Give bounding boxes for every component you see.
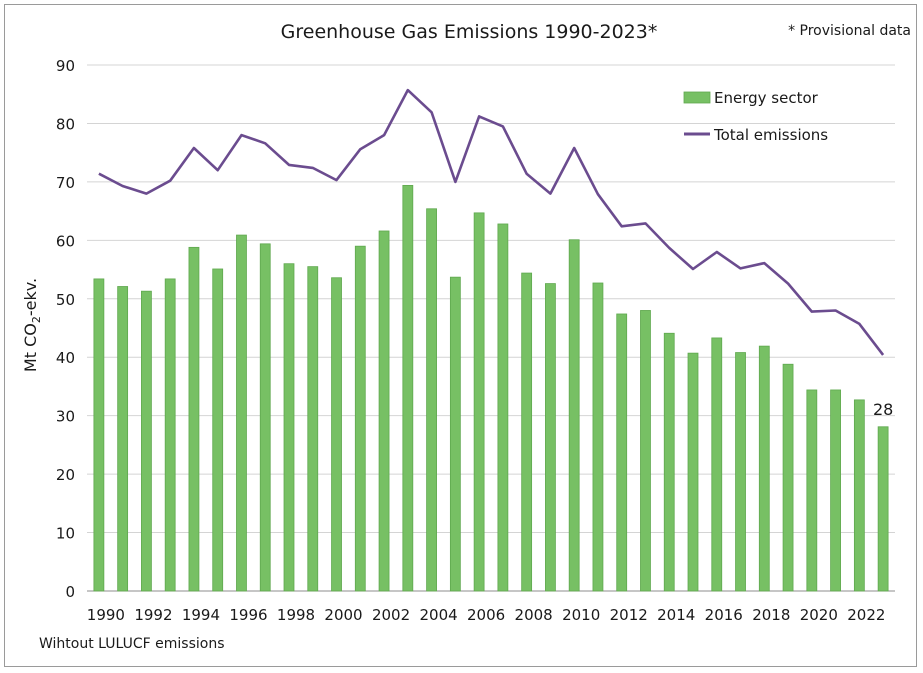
- energy-bar: [378, 230, 390, 592]
- x-tick-label: 2012: [610, 606, 648, 624]
- energy-bar: [331, 277, 342, 592]
- y-axis-label-sub: 2: [30, 316, 43, 323]
- x-tick-label: 2022: [847, 606, 885, 624]
- legend-label-energy: Energy sector: [714, 89, 819, 107]
- legend-label-total: Total emissions: [713, 126, 828, 144]
- energy-bar: [354, 245, 366, 592]
- emissions-chart: 0 10 20 30 40 50 60 70 80 90 1990 1992 1994 1996 1998 2…: [21, 21, 911, 652]
- y-axis-label-tail: -ekv.: [21, 278, 40, 316]
- energy-bar: [402, 184, 414, 592]
- provisional-note: * Provisional data: [788, 23, 911, 39]
- y-tick-label: 80: [56, 115, 75, 133]
- energy-bar: [592, 282, 604, 592]
- energy-bar: [711, 337, 723, 592]
- energy-bar: [93, 278, 105, 592]
- energy-bar: [568, 239, 580, 592]
- energy-bar: [806, 389, 818, 592]
- x-tick-label: 2002: [372, 606, 410, 624]
- total-line-group: [98, 88, 885, 356]
- x-tick-label: 2008: [515, 606, 553, 624]
- y-tick-label: 60: [56, 232, 75, 250]
- energy-bar: [117, 286, 129, 592]
- energy-bar: [830, 389, 841, 592]
- energy-bar: [307, 266, 319, 592]
- x-tick-label: 1992: [134, 606, 172, 624]
- y-tick-label: 50: [56, 291, 75, 309]
- x-tick-label: 2018: [752, 606, 790, 624]
- x-tick-label: 1996: [229, 606, 267, 624]
- energy-bars: [93, 184, 889, 592]
- energy-bar: [853, 399, 865, 592]
- energy-bar: [259, 243, 271, 592]
- footnote: Wihtout LULUCF emissions: [39, 636, 225, 652]
- energy-bar: [782, 363, 794, 592]
- x-tick-label: 1994: [182, 606, 220, 624]
- x-tick-label: 1998: [277, 606, 315, 624]
- y-tick-label: 20: [56, 466, 75, 484]
- x-tick-label: 2014: [657, 606, 695, 624]
- energy-bar: [687, 352, 699, 592]
- y-axis-label: Mt CO2-ekv.: [21, 278, 43, 372]
- energy-bar: [164, 278, 176, 592]
- chart-title: Greenhouse Gas Emissions 1990-2023*: [281, 21, 658, 43]
- energy-bar: [735, 352, 746, 592]
- y-tick-label: 40: [56, 349, 75, 367]
- energy-bar: [640, 310, 651, 592]
- x-tick-label: 2000: [324, 606, 362, 624]
- energy-bar: [616, 313, 628, 592]
- energy-bar: [758, 345, 770, 592]
- energy-bar: [663, 332, 675, 592]
- energy-bar: [877, 426, 889, 592]
- legend-swatch-energy: [683, 91, 711, 104]
- y-tick-label: 30: [56, 408, 75, 426]
- legend: Energy sector Total emissions: [683, 89, 828, 144]
- energy-bar: [212, 268, 224, 592]
- x-tick-label: 2016: [705, 606, 743, 624]
- y-tick-label: 70: [56, 174, 75, 192]
- energy-bar: [521, 272, 533, 592]
- y-tick-label: 0: [65, 583, 75, 601]
- data-label-2023: 28: [873, 400, 893, 419]
- x-tick-label: 2004: [419, 606, 457, 624]
- y-tick-label: 90: [56, 57, 75, 75]
- energy-bar: [545, 283, 556, 592]
- x-tick-label: 2006: [467, 606, 505, 624]
- chart-frame: 0 10 20 30 40 50 60 70 80 90 1990 1992 1994 1996 1998 2…: [4, 4, 917, 667]
- x-tick-label: 1990: [87, 606, 125, 624]
- energy-bar: [473, 212, 485, 592]
- energy-bar: [426, 208, 437, 592]
- total-emissions-line: [98, 88, 885, 356]
- energy-bar: [236, 234, 247, 592]
- axes: 0 10 20 30 40 50 60 70 80 90 1990 1992 1994 1996 1998 2…: [56, 57, 893, 624]
- y-axis-label-main: Mt CO: [21, 323, 40, 372]
- x-tick-label: 2010: [562, 606, 600, 624]
- energy-bar: [449, 276, 461, 592]
- energy-bar: [283, 263, 295, 592]
- energy-bar: [188, 246, 200, 592]
- energy-bar: [141, 290, 152, 592]
- energy-bar: [497, 223, 509, 592]
- x-tick-label: 2020: [800, 606, 838, 624]
- y-tick-label: 10: [56, 525, 75, 543]
